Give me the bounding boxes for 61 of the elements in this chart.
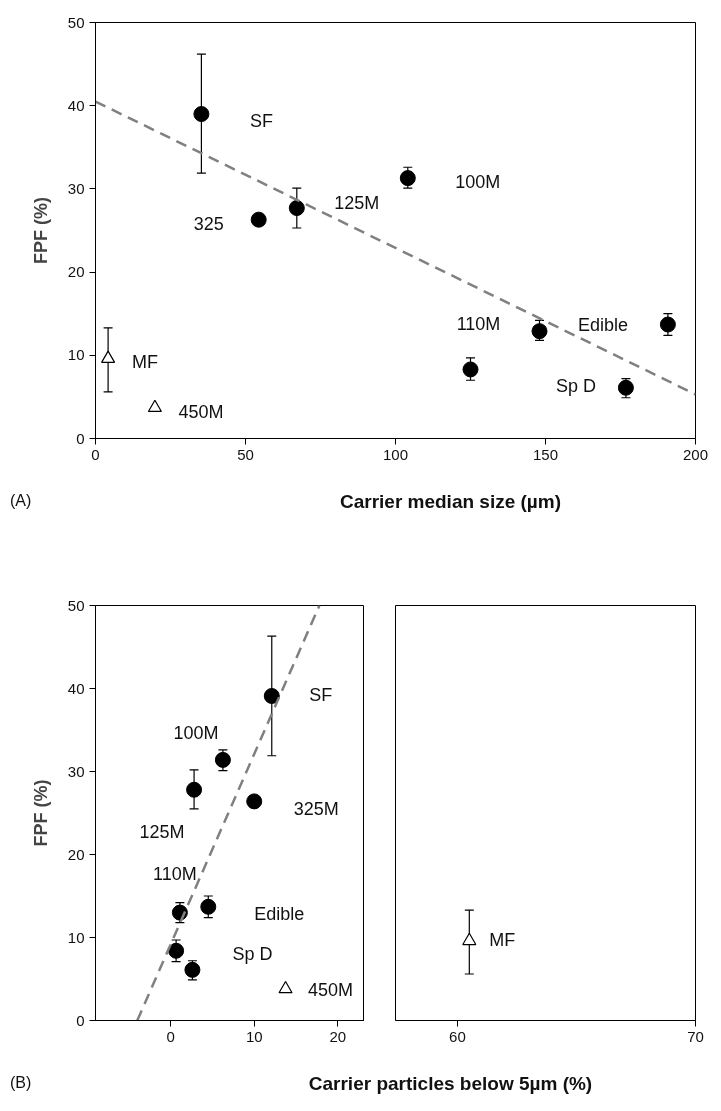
x-tick-label: 10 [245,1027,263,1045]
y-tick-label: 30 [67,179,85,197]
y-tick-label: 40 [67,679,85,697]
x-axis-title: Carrier particles below 5µm (%) [308,1072,593,1096]
annotation: Sp D [232,943,273,964]
annotation: 325 [193,214,224,235]
annotation: 450M [308,979,354,1000]
annotation: 110M [153,863,197,884]
point [250,211,267,228]
annotation: Edible [254,903,305,924]
annotation: SF [249,111,273,132]
y-tick-label: 30 [67,762,85,780]
x-tick-label: 200 [682,445,709,463]
point [186,781,203,798]
text: (B) [10,1073,32,1093]
x-tick-label: 150 [532,445,559,463]
x-tick-label: 50 [237,445,254,463]
point [278,980,293,994]
annotation: 100M [455,172,501,193]
annotation: 325M [293,799,339,820]
point [399,170,416,187]
annotation: 125M [139,821,185,842]
annotation: 100M [173,722,219,743]
y-axis-title: FPF (%) [30,779,51,847]
point [200,898,217,915]
y-tick-label: 0 [76,429,85,447]
annotation: MF [489,929,516,950]
y-axis-title: FPF (%) [30,197,51,264]
x-axis-title: Carrier median size (µm) [339,490,562,514]
y-tick-label: 0 [76,1011,85,1029]
x-tick-label: 0 [91,445,100,463]
text: (A) [10,491,32,511]
point [101,350,116,363]
point [531,323,548,340]
annotation: 125M [334,193,380,214]
x-tick-label: 0 [166,1027,175,1045]
y-tick-label: 50 [67,13,85,31]
point [147,399,162,413]
y-tick-label: 40 [67,96,85,114]
point [214,751,231,768]
x-tick-label: 100 [382,445,409,463]
point [288,200,305,217]
point [462,361,479,378]
annotation: Sp D [555,375,596,396]
annotation: Edible [577,314,628,335]
x-tick-label: 20 [329,1027,347,1045]
annotation: 110M [456,314,501,335]
point [263,687,280,704]
point [246,793,263,810]
y-tick-label: 20 [67,263,85,281]
annotation: SF [309,684,333,705]
y-tick-label: 10 [67,928,85,946]
y-tick-label: 20 [67,845,85,863]
point [193,106,210,123]
x-tick-label: 60 [449,1027,466,1045]
y-tick-label: 50 [67,596,85,614]
x-tick-label: 70 [687,1027,704,1045]
annotation: MF [132,351,159,372]
y-tick-label: 10 [67,346,85,364]
annotation: 450M [178,401,224,422]
point [168,942,185,959]
